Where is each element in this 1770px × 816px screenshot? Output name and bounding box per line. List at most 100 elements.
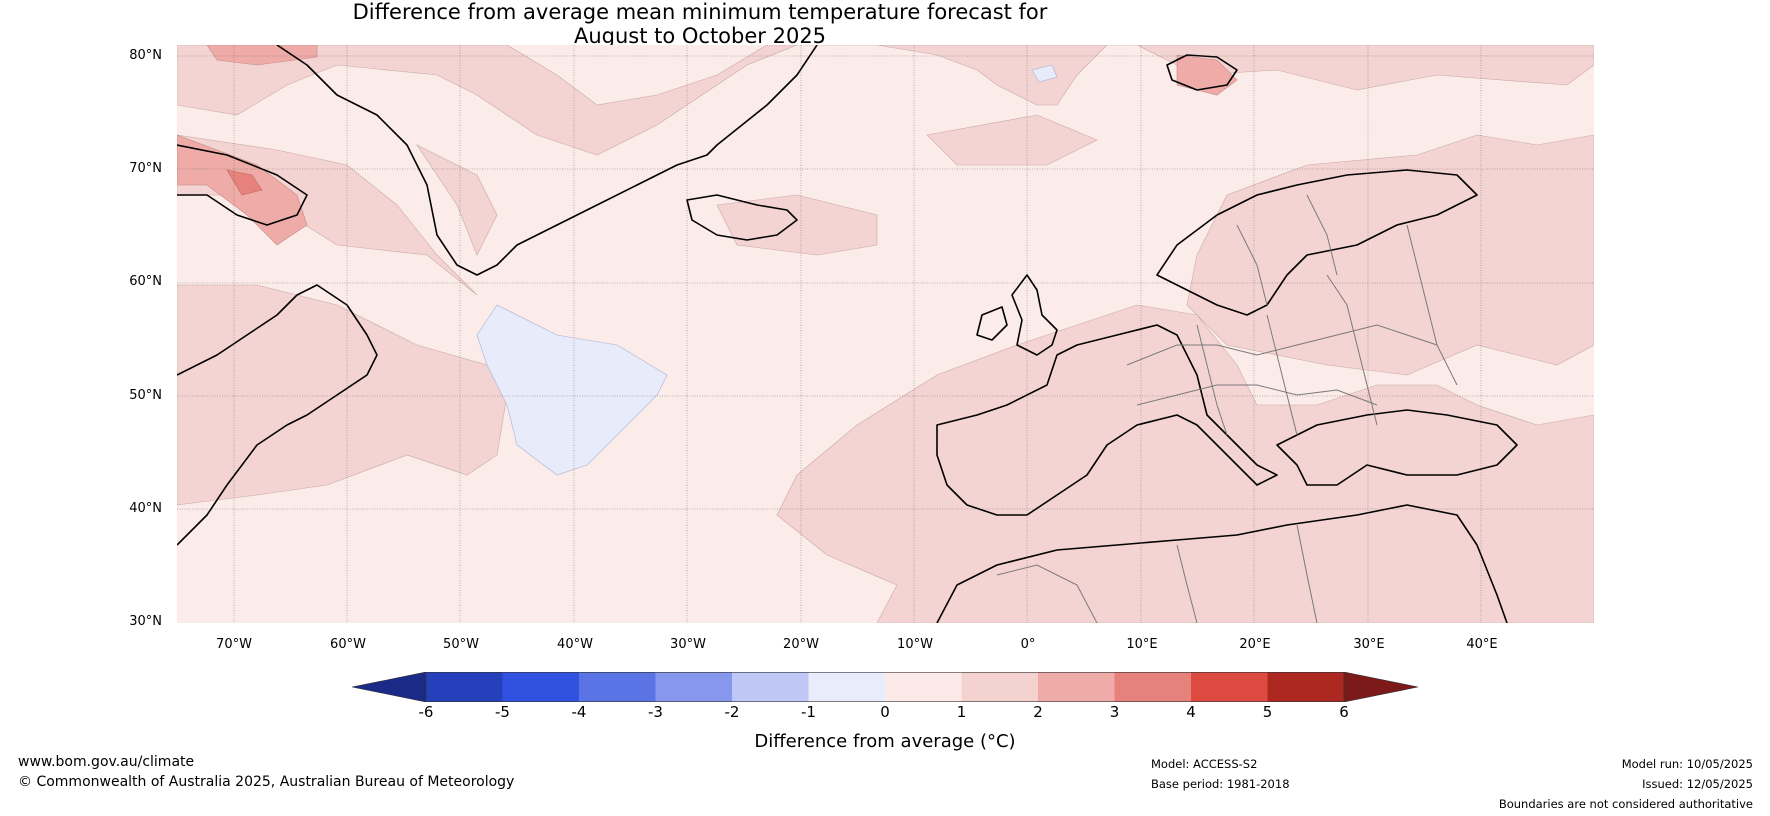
border-scandinavia: [1236, 224, 1268, 306]
colorbar-label: Difference from average (°C): [754, 731, 1016, 752]
colorbar-tick-label: 2: [1033, 703, 1043, 721]
lon-label-20w: 20°W: [783, 637, 819, 652]
footer-copyright: © Commonwealth of Australia 2025, Austra…: [18, 774, 515, 790]
lat-label-70n: 70°N: [129, 161, 162, 176]
lon-label-20e: 20°E: [1239, 637, 1271, 652]
anomaly-svalbard: [1176, 54, 1238, 96]
lat-label-50n: 50°N: [129, 388, 162, 403]
anomaly-west-atlantic: [177, 284, 508, 506]
lat-label-80n: 80°N: [129, 48, 162, 63]
border-north-africa-3: [1296, 524, 1318, 623]
colorbar-segment: [808, 672, 886, 702]
anomaly-scandinavia-russia: [1186, 134, 1594, 376]
anomaly-mid-atlantic-cool: [476, 304, 668, 476]
lat-label-40n: 40°N: [129, 501, 162, 516]
colorbar-tick-label: -6: [418, 703, 434, 721]
anomaly-negative-regions: [476, 64, 1058, 476]
colorbar-segment: [885, 672, 962, 702]
graticule: [177, 45, 1594, 623]
coast-scandinavia: [1156, 169, 1478, 316]
footer-disclaimer: Boundaries are not considered authoritat…: [1498, 797, 1753, 811]
border-north-africa-2: [1176, 544, 1198, 623]
footer-base-period: Base period: 1981-2018: [1151, 777, 1290, 791]
colorbar-tick-label: 6: [1339, 703, 1349, 721]
colorbar-tick-label: 4: [1186, 703, 1196, 721]
lon-label-40w: 40°W: [557, 637, 593, 652]
coast-greenland: [276, 45, 818, 276]
coast-baffin: [177, 144, 308, 226]
title-line-2: August to October 2025: [573, 24, 827, 48]
coast-labrador: [177, 284, 378, 546]
forecast-map: [177, 45, 1594, 623]
border-central-europe-2: [1136, 384, 1378, 406]
colorbar-tick-label: -2: [724, 703, 740, 721]
anomaly-europe-atlantic: [776, 304, 1594, 623]
lon-label-10e: 10°E: [1126, 637, 1158, 652]
border-eastern-europe: [1326, 274, 1378, 426]
footer-model-run: Model run: 10/05/2025: [1621, 757, 1753, 771]
colorbar-tick-label: -5: [495, 703, 510, 721]
coast-britain: [1011, 274, 1058, 356]
colorbar-segment: [732, 672, 809, 702]
anomaly-iceland-region: [716, 194, 878, 256]
lon-label-0: 0°: [1020, 637, 1036, 652]
colorbar-segment: [579, 672, 656, 702]
colorbar-tick-label: 5: [1262, 703, 1273, 721]
lon-label-30e: 30°E: [1353, 637, 1385, 652]
colorbar-tick-label: -4: [571, 703, 587, 721]
colorbar-tick-label: -1: [801, 703, 816, 721]
colorbar-segment: [1267, 672, 1345, 702]
lon-label-60w: 60°W: [330, 637, 366, 652]
anomaly-far-north: [206, 45, 318, 66]
colorbar-segment: [655, 672, 733, 702]
colorbar-extend-low: [351, 671, 427, 703]
colorbar-tick-label: 0: [880, 703, 890, 721]
national-borders: [996, 194, 1458, 623]
colorbar-segment: [1038, 672, 1115, 702]
anomaly-3-to-4-regions: [226, 169, 263, 196]
colorbar-segment: [502, 672, 580, 702]
anomaly-greenland-east: [177, 45, 1594, 156]
chart-title: Difference from average mean minimum tem…: [0, 0, 1400, 48]
anomaly-1-to-2-regions: [177, 45, 1594, 623]
border-central-europe-1: [1126, 324, 1438, 366]
anomaly-baffin-core: [226, 169, 263, 196]
colorbar-segment: [961, 672, 1039, 702]
lon-label-10w: 10°W: [897, 637, 933, 652]
coast-turkey-blacksea: [1276, 409, 1518, 486]
anomaly-north-atlantic-east: [926, 114, 1098, 166]
colorbar-segment: [426, 672, 503, 702]
border-north-africa-1: [996, 564, 1098, 623]
colorbar-svg: [351, 671, 1419, 703]
border-central-europe-3: [1196, 324, 1228, 436]
border-finland: [1306, 194, 1338, 276]
coast-iceland: [686, 194, 798, 241]
colorbar-segment: [1114, 672, 1192, 702]
coast-ireland: [976, 306, 1008, 341]
colorbar-segment: [1191, 672, 1268, 702]
coast-iberia-france: [936, 324, 1278, 516]
colorbar-tick-label: 3: [1109, 703, 1120, 721]
colorbar-tick-label: -3: [648, 703, 663, 721]
border-central-europe-4: [1266, 314, 1298, 436]
lat-label-30n: 30°N: [129, 614, 162, 629]
lon-label-50w: 50°W: [443, 637, 479, 652]
coastlines: [177, 45, 1518, 623]
border-russia-west: [1406, 224, 1458, 386]
coast-africa-north: [936, 504, 1508, 623]
colorbar-extend-high: [1343, 671, 1419, 703]
title-line-1: Difference from average mean minimum tem…: [352, 0, 1048, 24]
lon-label-70w: 70°W: [216, 637, 252, 652]
colorbar-tick-label: 1: [956, 703, 967, 721]
anomaly-greenland-south: [416, 144, 498, 256]
lon-label-30w: 30°W: [670, 637, 706, 652]
footer-url[interactable]: www.bom.gov.au/climate: [18, 754, 195, 770]
anomaly-north-cool: [1031, 64, 1058, 83]
colorbar: [351, 671, 1419, 703]
footer-model: Model: ACCESS-S2: [1151, 757, 1258, 771]
coast-svalbard: [1166, 54, 1238, 91]
footer-issued: Issued: 12/05/2025: [1642, 777, 1753, 791]
colorbar-frame: [425, 672, 1345, 702]
lat-label-60n: 60°N: [129, 274, 162, 289]
map-svg: [177, 45, 1594, 623]
